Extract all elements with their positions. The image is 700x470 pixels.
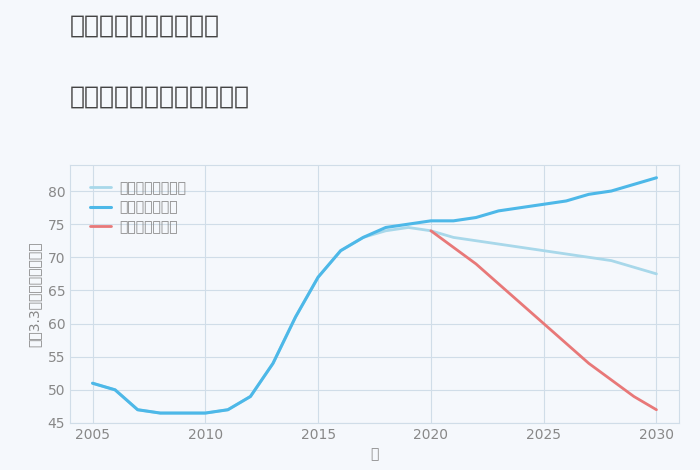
Line: グッドシナリオ: グッドシナリオ <box>92 178 657 413</box>
グッドシナリオ <box>540 202 548 207</box>
ノーマルシナリオ <box>359 235 368 240</box>
グッドシナリオ <box>201 410 209 416</box>
ノーマルシナリオ <box>224 407 232 413</box>
グッドシナリオ <box>224 407 232 413</box>
ノーマルシナリオ <box>427 228 435 234</box>
グッドシナリオ <box>156 410 164 416</box>
グッドシナリオ <box>517 205 525 211</box>
ノーマルシナリオ <box>337 248 345 253</box>
Line: ノーマルシナリオ: ノーマルシナリオ <box>92 227 657 413</box>
ノーマルシナリオ <box>88 380 97 386</box>
グッドシナリオ <box>449 218 458 224</box>
ノーマルシナリオ <box>472 238 480 243</box>
グッドシナリオ <box>427 218 435 224</box>
バッドシナリオ <box>630 394 638 399</box>
グッドシナリオ <box>472 215 480 220</box>
ノーマルシナリオ <box>111 387 119 392</box>
グッドシナリオ <box>607 188 615 194</box>
ノーマルシナリオ <box>449 235 458 240</box>
Text: 福岡県古賀市今在家の: 福岡県古賀市今在家の <box>70 14 220 38</box>
グッドシナリオ <box>404 221 412 227</box>
ノーマルシナリオ <box>201 410 209 416</box>
ノーマルシナリオ <box>404 225 412 230</box>
グッドシナリオ <box>337 248 345 253</box>
X-axis label: 年: 年 <box>370 447 379 462</box>
Line: バッドシナリオ: バッドシナリオ <box>431 231 657 410</box>
グッドシナリオ <box>494 208 503 214</box>
ノーマルシナリオ <box>178 410 187 416</box>
ノーマルシナリオ <box>269 360 277 366</box>
ノーマルシナリオ <box>652 271 661 277</box>
グッドシナリオ <box>178 410 187 416</box>
ノーマルシナリオ <box>607 258 615 263</box>
グッドシナリオ <box>269 360 277 366</box>
グッドシナリオ <box>382 225 390 230</box>
ノーマルシナリオ <box>156 410 164 416</box>
グッドシナリオ <box>562 198 570 204</box>
グッドシナリオ <box>246 394 255 399</box>
ノーマルシナリオ <box>382 228 390 234</box>
ノーマルシナリオ <box>494 241 503 247</box>
ノーマルシナリオ <box>540 248 548 253</box>
グッドシナリオ <box>359 235 368 240</box>
バッドシナリオ <box>584 360 593 366</box>
ノーマルシナリオ <box>562 251 570 257</box>
グッドシナリオ <box>314 274 322 280</box>
バッドシナリオ <box>427 228 435 234</box>
Text: 中古マンションの価格推移: 中古マンションの価格推移 <box>70 85 250 109</box>
Legend: ノーマルシナリオ, グッドシナリオ, バッドシナリオ: ノーマルシナリオ, グッドシナリオ, バッドシナリオ <box>83 174 193 241</box>
バッドシナリオ <box>607 377 615 383</box>
グッドシナリオ <box>111 387 119 392</box>
ノーマルシナリオ <box>291 314 300 320</box>
ノーマルシナリオ <box>246 394 255 399</box>
ノーマルシナリオ <box>584 254 593 260</box>
バッドシナリオ <box>540 321 548 326</box>
グッドシナリオ <box>134 407 142 413</box>
バッドシナリオ <box>517 301 525 306</box>
Y-axis label: 坪（3.3㎡）単価（万円）: 坪（3.3㎡）単価（万円） <box>28 241 42 346</box>
バッドシナリオ <box>472 261 480 267</box>
グッドシナリオ <box>88 380 97 386</box>
ノーマルシナリオ <box>517 244 525 250</box>
ノーマルシナリオ <box>630 265 638 270</box>
グッドシナリオ <box>584 191 593 197</box>
グッドシナリオ <box>291 314 300 320</box>
バッドシナリオ <box>494 281 503 287</box>
バッドシナリオ <box>449 244 458 250</box>
ノーマルシナリオ <box>134 407 142 413</box>
グッドシナリオ <box>652 175 661 180</box>
グッドシナリオ <box>630 181 638 187</box>
バッドシナリオ <box>562 341 570 346</box>
バッドシナリオ <box>652 407 661 413</box>
ノーマルシナリオ <box>314 274 322 280</box>
